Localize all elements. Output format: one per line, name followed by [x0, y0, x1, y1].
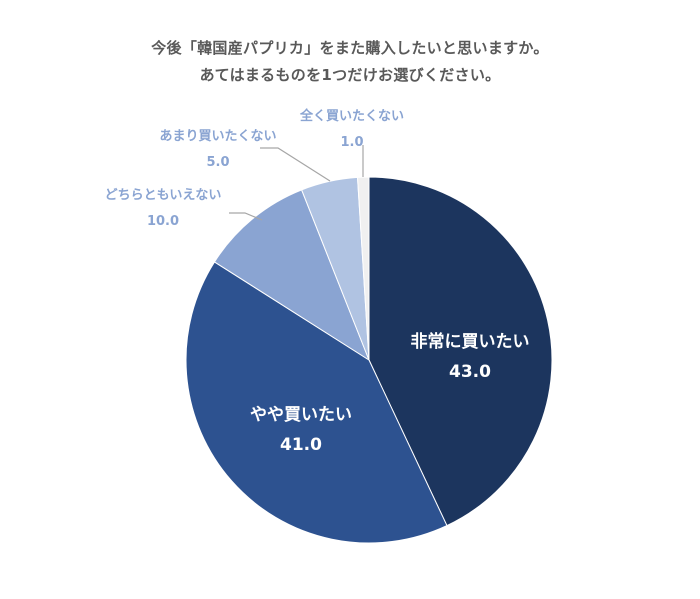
slice-very-want — [368, 176, 553, 527]
slice-label-name: 全く買いたくない — [299, 109, 404, 124]
chart-title-line2: あてはまるものを1つだけお選びください。 — [199, 66, 501, 84]
slice-label-not-at-all: 全く買いたくない 1.0 — [277, 104, 427, 156]
slice-neutral — [213, 189, 371, 362]
slice-somewhat-want — [185, 261, 448, 544]
slice-label-value: 1.0 — [340, 135, 364, 150]
slice-label-name: 非常に買いたい — [410, 332, 530, 352]
leader-lines — [229, 145, 364, 221]
slice-label-value: 43.0 — [449, 362, 491, 382]
slice-not-at-all — [356, 176, 370, 361]
slice-label-somewhat-want: やや買いたい 41.0 — [226, 400, 376, 460]
slice-label-not-really: あまり買いたくない 5.0 — [143, 124, 293, 176]
chart-title-line1: 今後「韓国産パプリカ」をまた購入したいと思いますか。 — [151, 39, 549, 57]
slice-label-neutral: どちらともいえない 10.0 — [88, 183, 238, 235]
slice-label-value: 10.0 — [146, 214, 180, 229]
slice-label-value: 41.0 — [280, 435, 322, 455]
leader-line-s3 — [260, 147, 331, 182]
slice-label-very-want: 非常に買いたい 43.0 — [385, 327, 555, 387]
slice-label-name: あまり買いたくない — [159, 129, 277, 144]
slice-label-name: やや買いたい — [250, 405, 352, 425]
slice-label-value: 5.0 — [206, 155, 230, 170]
leader-line-s2 — [229, 212, 263, 221]
pie-slices — [185, 176, 553, 544]
slice-label-name: どちらともいえない — [104, 188, 222, 203]
